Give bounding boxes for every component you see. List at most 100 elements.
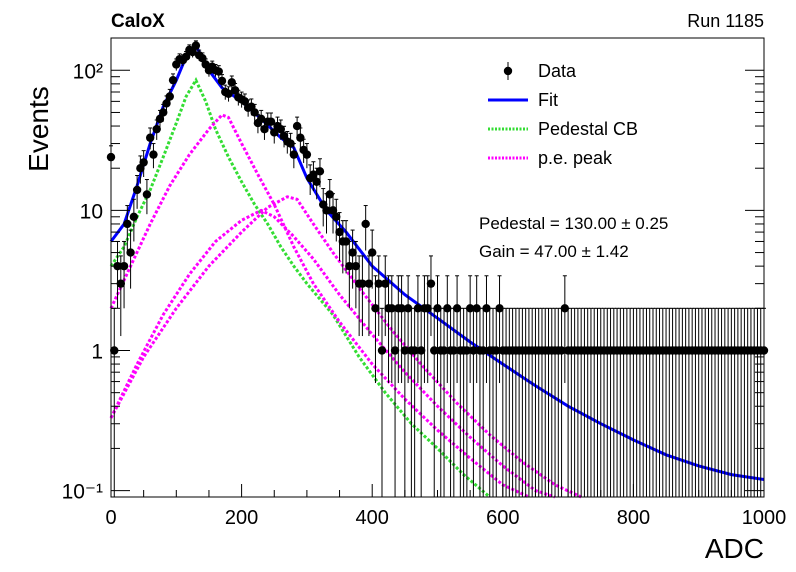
data-point — [276, 119, 285, 140]
data-point — [332, 198, 341, 242]
data-point — [462, 307, 472, 497]
data-point — [168, 73, 178, 88]
data-marker — [368, 248, 377, 257]
data-marker — [302, 150, 312, 159]
legend-label: Data — [538, 61, 577, 81]
x-tick-label: 0 — [105, 507, 116, 529]
data-point — [364, 255, 374, 337]
series-curve-2 — [109, 77, 491, 499]
data-marker — [351, 261, 361, 271]
data-marker — [139, 158, 148, 167]
data-marker — [230, 86, 240, 95]
data-marker — [227, 78, 237, 87]
data-marker — [332, 212, 341, 221]
data-marker — [381, 279, 390, 288]
data-point — [368, 229, 377, 289]
data-marker — [162, 99, 171, 108]
data-point — [413, 275, 423, 384]
data-point — [495, 275, 504, 384]
data-marker — [126, 248, 135, 257]
data-marker — [560, 304, 570, 313]
y-tick-label: 1 — [91, 340, 103, 363]
data-marker — [214, 67, 223, 76]
data-marker — [165, 92, 174, 101]
data-point — [358, 255, 367, 337]
data-marker — [142, 190, 152, 199]
legend: Data Fit Pedestal CB p.e. peak — [488, 61, 638, 168]
series-curve-4 — [109, 208, 556, 499]
data-marker — [152, 124, 161, 134]
data-point — [145, 127, 155, 150]
data-marker — [371, 304, 380, 313]
data-marker — [286, 139, 295, 148]
data-point — [256, 109, 266, 129]
data-point — [119, 240, 129, 309]
data-point — [416, 307, 426, 497]
data-marker — [289, 150, 299, 159]
y-axis-title: Events — [23, 86, 54, 172]
data-point — [374, 255, 383, 337]
data-marker — [188, 47, 197, 57]
data-point — [433, 275, 442, 384]
data-point — [116, 255, 125, 337]
data-point — [309, 161, 318, 191]
data-marker — [155, 114, 165, 124]
axis-layer: 0 200 400 600 800 1000 10⁻¹ 1 10 10² — [62, 60, 787, 529]
data-marker — [348, 248, 357, 257]
data-point — [426, 255, 436, 337]
y-tick-label: 10⁻¹ — [62, 481, 103, 504]
data-marker — [433, 304, 442, 313]
x-axis-title: ADC — [705, 533, 764, 564]
data-marker — [479, 346, 488, 355]
data-point — [165, 88, 174, 105]
data-point — [139, 150, 148, 178]
data-point — [132, 175, 142, 209]
data-marker — [443, 304, 452, 313]
data-point — [188, 46, 197, 58]
data-point — [191, 40, 201, 51]
data-point — [224, 86, 233, 102]
data-point — [159, 103, 168, 122]
data-layer — [106, 40, 769, 497]
x-tick-label: 1000 — [742, 507, 787, 529]
data-point — [289, 143, 299, 169]
data-point — [319, 188, 328, 227]
data-marker — [465, 304, 475, 313]
data-point — [410, 307, 419, 497]
pedestal-result: Pedestal = 130.00 ± 0.25 — [479, 214, 668, 233]
data-marker — [400, 346, 410, 355]
data-point — [328, 193, 338, 234]
data-marker — [270, 128, 279, 137]
data-marker — [260, 124, 269, 134]
data-point — [439, 307, 449, 497]
data-marker — [449, 346, 459, 355]
data-marker — [181, 52, 191, 61]
data-marker — [325, 190, 334, 199]
data-marker — [145, 133, 155, 142]
data-marker — [315, 167, 325, 176]
data-marker — [345, 261, 354, 271]
data-point — [123, 205, 132, 251]
data-point — [377, 307, 387, 497]
data-point — [149, 143, 158, 169]
data-marker — [416, 346, 426, 355]
gain-result: Gain = 47.00 ± 1.42 — [479, 242, 629, 261]
data-marker — [492, 346, 501, 355]
x-tick-label: 800 — [617, 507, 650, 529]
legend-entry-pedestal-cb: Pedestal CB — [488, 119, 638, 139]
data-point — [142, 179, 152, 215]
data-point — [400, 307, 410, 497]
data-point — [335, 212, 344, 261]
data-point — [423, 275, 432, 384]
data-marker — [123, 219, 132, 229]
y-tick-label: 10 — [80, 200, 103, 223]
data-point — [472, 275, 481, 384]
data-point — [449, 307, 459, 497]
data-marker — [374, 279, 383, 288]
data-marker — [361, 219, 370, 229]
data-marker — [364, 279, 374, 288]
data-marker — [322, 206, 331, 215]
legend-marker — [503, 66, 513, 76]
data-point — [479, 307, 488, 497]
